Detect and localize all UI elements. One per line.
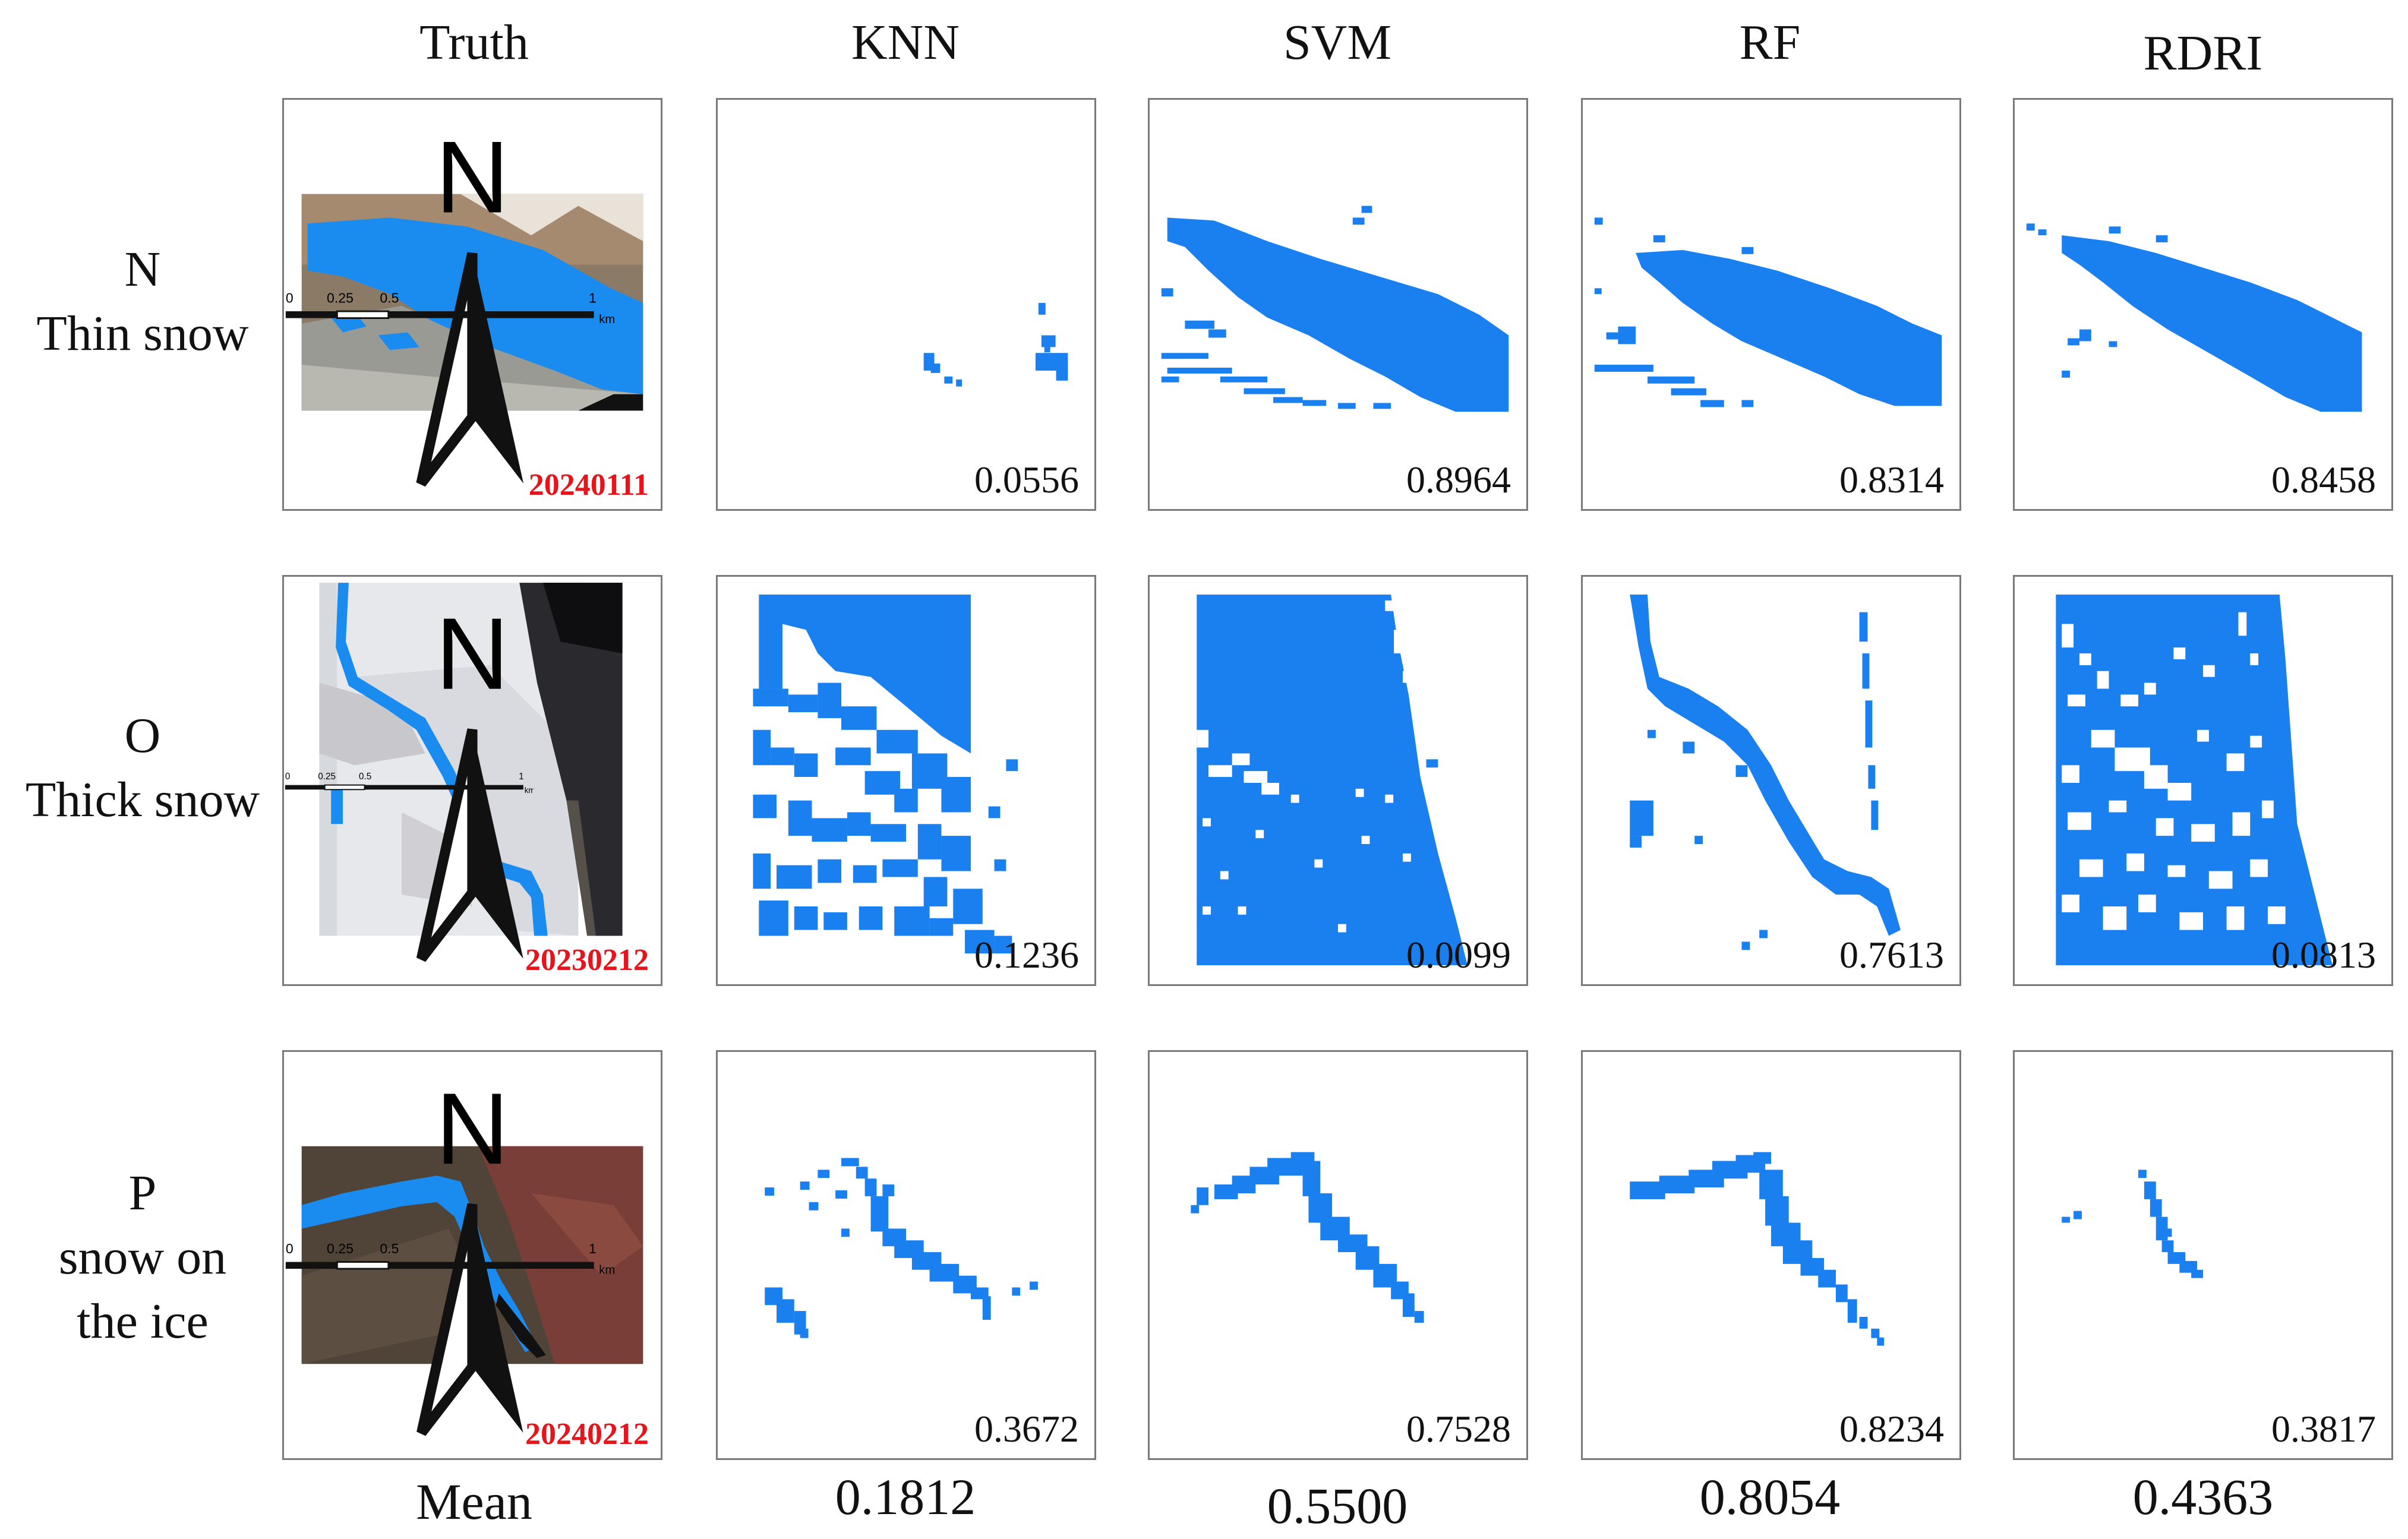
mean-value-rf: 0.8054	[1699, 1468, 1841, 1525]
date-label: 20240212	[525, 1417, 649, 1451]
truth-panel-o: N 0 0.25 0.5 1 km 20230212	[282, 575, 662, 986]
scale-bar-icon: 0 0.25 0.5 1 km	[285, 772, 534, 795]
svg-text:N: N	[435, 1072, 509, 1186]
svg-text:km: km	[525, 786, 534, 795]
north-arrow-icon: N	[416, 1072, 523, 1436]
svg-text:1: 1	[589, 1241, 597, 1256]
svg-text:0: 0	[285, 772, 291, 782]
result-panel-svm-n: 0.8964	[1148, 98, 1528, 511]
column-header-svm: SVM	[1283, 15, 1392, 70]
snow-map-svm-p	[1191, 1152, 1424, 1323]
score-value: 0.8964	[1406, 459, 1511, 501]
snow-map-svm-n	[1161, 206, 1509, 412]
svg-text:km: km	[599, 313, 615, 326]
row-desc-line: Thin snow	[36, 306, 249, 361]
row-letter: O	[124, 708, 161, 763]
mean-value-rdri: 0.4363	[2132, 1468, 2274, 1525]
svg-text:0.5: 0.5	[380, 290, 399, 306]
svg-text:N: N	[435, 598, 509, 711]
score-value: 0.0556	[974, 459, 1079, 501]
result-panel-knn-o: 0.1236	[716, 575, 1096, 986]
result-panel-rdri-o: 0.0813	[2013, 575, 2393, 986]
score-value: 0.7613	[1839, 934, 1944, 976]
svg-text:0.25: 0.25	[327, 290, 354, 306]
truth-panel-n: N 0 0.25 0.5 1 km 20240111	[282, 98, 662, 511]
scale-bar-icon: 0 0.25 0.5 1 km	[285, 1241, 615, 1277]
mean-value-knn: 0.1812	[835, 1468, 976, 1525]
snow-map-rf-o	[1630, 594, 1901, 950]
mean-value-svm: 0.5500	[1267, 1477, 1408, 1534]
svg-text:0.25: 0.25	[327, 1241, 354, 1256]
snow-map-rdri-p	[2062, 1170, 2203, 1278]
row-desc-line: the ice	[77, 1294, 209, 1349]
row-label-p: P snow on the ice	[0, 1161, 285, 1354]
row-label-o: O Thick snow	[0, 704, 285, 832]
svg-text:0.5: 0.5	[359, 772, 371, 782]
svg-text:N: N	[435, 119, 509, 234]
score-value: 0.8458	[2271, 459, 2376, 501]
snow-map-rdri-n	[2026, 223, 2362, 412]
snow-map-rdri-o	[2056, 594, 2333, 966]
score-value: 0.7528	[1406, 1408, 1511, 1450]
score-value: 0.0099	[1406, 934, 1511, 976]
result-panel-knn-n: 0.0556	[716, 98, 1096, 511]
truth-panel-p: N 0 0.25 0.5 1 km 20240212	[282, 1050, 662, 1460]
scale-bar-icon: 0 0.25 0.5 1 km	[285, 290, 615, 326]
result-panel-rf-n: 0.8314	[1581, 98, 1961, 511]
result-panel-svm-p: 0.7528	[1148, 1050, 1528, 1460]
svg-text:1: 1	[589, 290, 597, 306]
column-header-truth: Truth	[419, 15, 529, 70]
column-header-rf: RF	[1739, 15, 1801, 70]
result-panel-knn-p: 0.3672	[716, 1050, 1096, 1460]
row-desc-line: Thick snow	[25, 772, 260, 827]
snow-map-rf-p	[1630, 1152, 1885, 1346]
north-arrow-icon: N	[416, 119, 524, 487]
snow-map-rf-n	[1594, 217, 1942, 407]
row-desc-line: snow on	[58, 1230, 227, 1285]
row-letter: N	[124, 242, 161, 297]
result-panel-rdri-n: 0.8458	[2013, 98, 2393, 511]
score-value: 0.3672	[974, 1408, 1079, 1450]
result-panel-rdri-p: 0.3817	[2013, 1050, 2393, 1460]
snow-map-knn-n	[923, 303, 1068, 387]
result-panel-rf-o: 0.7613	[1581, 575, 1961, 986]
date-label: 20240111	[528, 468, 649, 502]
result-panel-rf-p: 0.8234	[1581, 1050, 1961, 1460]
column-header-knn: KNN	[851, 15, 960, 70]
result-panel-svm-o: 0.0099	[1148, 575, 1528, 986]
svg-text:km: km	[599, 1264, 615, 1277]
date-label: 20230212	[525, 943, 649, 977]
score-value: 0.3817	[2271, 1408, 2376, 1450]
score-value: 0.8234	[1839, 1408, 1944, 1450]
row-label-n: N Thin snow	[0, 238, 285, 366]
score-value: 0.1236	[974, 934, 1079, 976]
mean-label: Mean	[416, 1473, 532, 1530]
svg-text:0.25: 0.25	[318, 772, 336, 782]
svg-text:0.5: 0.5	[380, 1241, 399, 1256]
snow-map-knn-p	[765, 1158, 1038, 1338]
svg-text:0: 0	[286, 290, 293, 306]
score-value: 0.0813	[2271, 934, 2376, 976]
svg-text:1: 1	[519, 772, 524, 782]
snow-map-svm-o	[1197, 594, 1467, 966]
row-letter: P	[128, 1165, 157, 1221]
svg-text:0: 0	[286, 1241, 293, 1256]
snow-map-knn-o	[753, 594, 1018, 954]
column-header-rdri: RDRI	[2143, 26, 2263, 81]
score-value: 0.8314	[1839, 459, 1944, 501]
